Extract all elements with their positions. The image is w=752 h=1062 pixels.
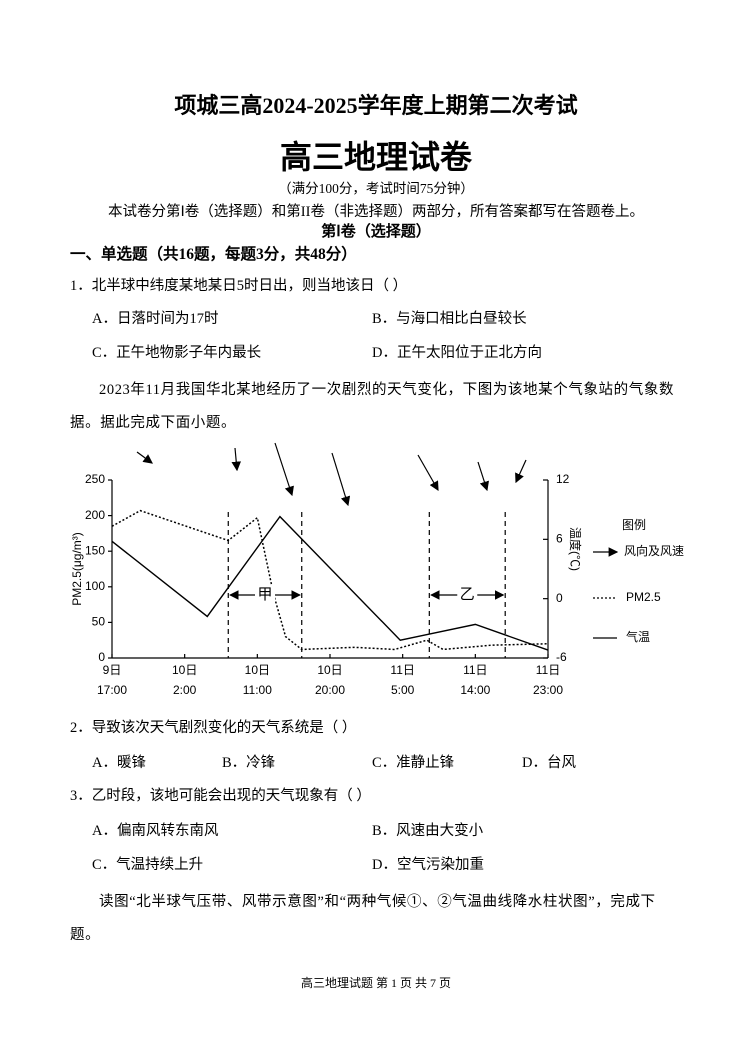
x-tick-label: 14:00 <box>460 683 490 697</box>
chart: 0 50 100 150 200 250 -6 0 6 12 9日 17:00 10日 2:00 10日 11… <box>70 442 684 697</box>
y2-tick-label: 12 <box>556 472 570 486</box>
x-tick-label: 10日 <box>317 663 342 677</box>
x-tick-label: 2:00 <box>173 683 197 697</box>
option: B．冷锋 <box>222 755 276 771</box>
instructions: 本试卷分第Ⅰ卷（选择题）和第II卷（非选择题）两部分，所有答案都写在答题卷上。 <box>108 204 644 220</box>
wind-arrows <box>136 442 527 507</box>
option: A．偏南风转东南风 <box>92 823 219 839</box>
option: A．暖锋 <box>92 755 146 771</box>
title: 高三地理试卷 <box>279 139 472 175</box>
period-label: 甲 <box>257 586 272 603</box>
question-stem: 3．乙时段，该地可能会出现的天气现象有（ ） <box>70 788 371 804</box>
y-tick-label: 250 <box>85 472 105 486</box>
period-label-bg <box>457 585 478 605</box>
period-label: 乙 <box>460 586 475 603</box>
question-stem: 1．北半球中纬度某地某日5时日出，则当地该日（ ） <box>70 278 408 294</box>
y-axis-label: PM2.5(μg/m³) <box>70 532 84 606</box>
x-tick-label: 23:00 <box>533 683 563 697</box>
x-tick-label: 9日 <box>103 663 122 677</box>
passage: 2023年11月我国华北某地经历了一次剧烈的天气变化，下图为该地某个气象站的气象… <box>70 382 675 431</box>
option: C．气温持续上升 <box>92 857 204 873</box>
y-tick-label: 100 <box>85 579 105 593</box>
legend-entry: PM2.5 <box>626 590 661 604</box>
y-tick-label: 50 <box>92 615 106 629</box>
y2-tick-label: 0 <box>556 591 563 605</box>
question-stem: 2．导致该次天气剧烈变化的天气系统是（ ） <box>70 720 357 736</box>
footer: 高三地理试题 第 1 页 共 7 页 <box>300 976 451 990</box>
option: A．日落时间为17时 <box>92 311 219 327</box>
x-tick-label: 11日 <box>463 663 487 677</box>
y2-axis-label: 温度(℃) <box>568 527 583 571</box>
x-tick-label: 10日 <box>245 663 270 677</box>
school-title: 项城三高2024-2025学年度上期第二次考试 <box>174 93 578 118</box>
y-tick-label: 200 <box>85 508 105 522</box>
passage: 读图“北半球气压带、风带示意图”和“两种气候①、②气温曲线降水柱状图”，完成下题… <box>70 894 656 943</box>
x-tick-label: 17:00 <box>97 683 127 697</box>
option: B．风速由大变小 <box>372 823 484 839</box>
option: C．准静止锋 <box>372 755 455 771</box>
period-label-bg <box>255 585 276 605</box>
volume-title: 第Ⅰ卷（选择题） <box>321 224 431 240</box>
option: D．正午太阳位于正北方向 <box>372 345 542 361</box>
y2-tick-label: -6 <box>556 650 567 664</box>
x-tick-label: 11:00 <box>243 683 272 697</box>
y-tick-label: 150 <box>85 543 105 557</box>
y2-tick-label: 6 <box>556 532 563 546</box>
legend-title: 图例 <box>622 518 646 532</box>
x-tick-label: 11日 <box>390 663 414 677</box>
option: D．台风 <box>522 755 576 771</box>
x-tick-label: 11日 <box>536 663 560 677</box>
x-tick-label: 20:00 <box>315 683 345 697</box>
x-tick-label: 10日 <box>172 663 197 677</box>
section-title: 一、单选题（共16题，每题3分，共48分） <box>70 246 357 263</box>
option: C．正午地物影子年内最长 <box>92 345 262 361</box>
option: B．与海口相比白昼较长 <box>372 311 527 327</box>
series-line <box>111 509 549 651</box>
x-tick-label: 5:00 <box>391 683 415 697</box>
y-tick-label: 0 <box>98 650 105 664</box>
option: D．空气污染加重 <box>372 857 484 873</box>
legend-entry: 气温 <box>626 629 650 644</box>
legend-entry: 风向及风速 <box>624 543 684 558</box>
subtitle: （满分100分，考试时间75分钟） <box>278 181 474 196</box>
series-line <box>111 515 549 651</box>
